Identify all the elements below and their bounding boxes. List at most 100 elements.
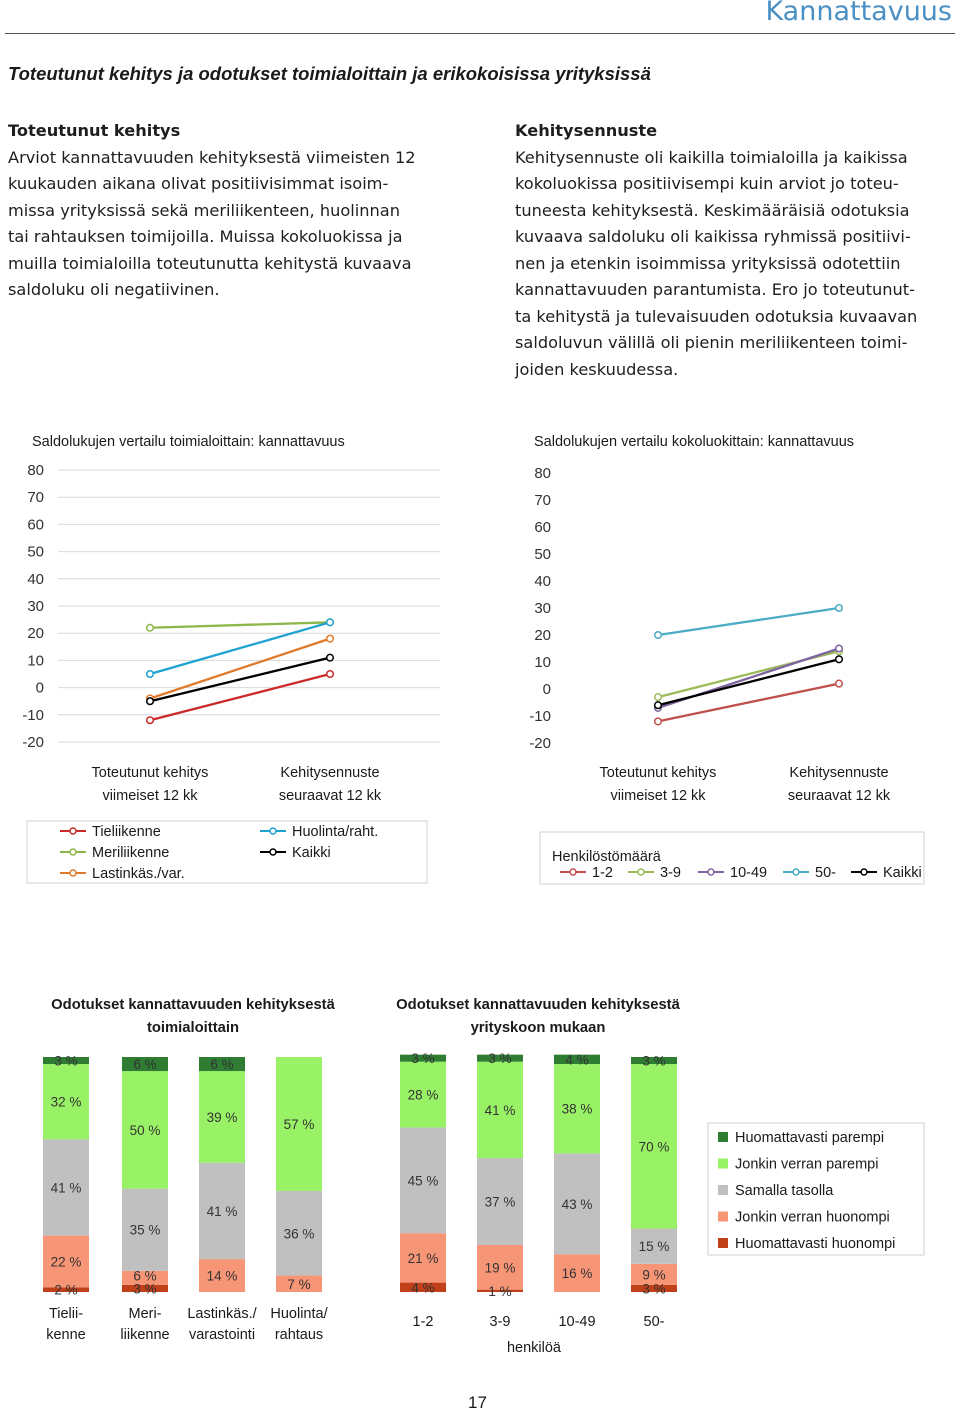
section-title: Kannattavuus	[765, 0, 952, 27]
left-text-column: Toteutunut kehitys Arviot kannattavuuden…	[8, 118, 458, 304]
data-label: 41 %	[485, 1103, 516, 1118]
legend-marker	[637, 868, 645, 876]
data-label: 3 %	[133, 1281, 156, 1296]
y-tick-label: 60	[27, 516, 44, 533]
data-point	[653, 630, 663, 640]
data-label: 70 %	[639, 1139, 670, 1154]
y-tick-label: 50	[534, 546, 551, 563]
data-label: 6 %	[133, 1057, 156, 1072]
bar-segment	[554, 1064, 600, 1154]
bar-segment	[122, 1057, 168, 1072]
y-tick-label: -20	[529, 735, 551, 752]
bar-segment	[122, 1071, 168, 1189]
data-label: 32 %	[51, 1095, 82, 1110]
y-tick-label: 40	[27, 571, 44, 588]
data-label: 6 %	[210, 1057, 233, 1072]
y-tick-label: 10	[27, 652, 44, 669]
right-text-line: Kehitysennuste oli kaikilla toimialoilla…	[515, 147, 908, 167]
bar-segment	[477, 1054, 523, 1062]
left-text-line: saldoluku oli negatiivinen.	[8, 280, 220, 299]
data-point	[653, 717, 663, 726]
right-text-line: tuneesta kehityksestä. Keskimääräisiä od…	[515, 200, 910, 220]
x-tick-label: rahtaus	[275, 1327, 323, 1343]
right-text-line: nen ja etenkin isoimmissa yrityksissä od…	[515, 253, 901, 273]
data-label: 41 %	[51, 1180, 82, 1195]
y-tick-label: 50	[27, 544, 44, 561]
data-point	[834, 644, 844, 653]
x-tick-label: Kehitysennuste	[789, 765, 888, 781]
bar-segment	[276, 1057, 322, 1191]
y-tick-label: 40	[534, 573, 551, 590]
left-text-line: missa yrityksissä sekä meriliikenteen, h…	[8, 200, 400, 220]
legend-label: Tieliikenne	[92, 824, 161, 840]
data-point	[145, 697, 155, 706]
legend-swatch	[718, 1132, 728, 1142]
x-tick-label: seuraavat 12 kk	[279, 788, 382, 804]
x-tick-label: viimeiset 12 kk	[610, 788, 706, 804]
series-line	[657, 606, 840, 637]
bar-segment	[631, 1057, 677, 1065]
data-point	[325, 653, 335, 662]
y-tick-label: 20	[27, 625, 44, 642]
data-label: 21 %	[408, 1251, 439, 1266]
legend-label: Meriliikenne	[92, 845, 169, 861]
x-tick-label: Toteutunut kehitys	[600, 765, 717, 781]
data-label: 35 %	[130, 1223, 161, 1238]
legend-swatch	[718, 1211, 728, 1222]
series-1-2	[653, 679, 844, 726]
bar-chart-size-classes: Odotukset kannattavuuden kehityksestä yri…	[396, 997, 925, 1356]
data-point	[325, 618, 335, 627]
bar-chart-industries: Odotukset kannattavuuden kehityksestä toi…	[43, 997, 336, 1343]
bar-segment	[122, 1270, 168, 1285]
bar-segment	[477, 1245, 523, 1290]
x-tick-label: liikenne	[120, 1327, 169, 1343]
legend-marker	[860, 868, 868, 876]
right-text-line: saldoluvun välillä oli pienin meriliiken…	[515, 333, 908, 352]
chart-title: toimialoittain	[147, 1020, 239, 1036]
chart-title: Odotukset kannattavuuden kehityksestä	[396, 997, 680, 1013]
x-tick-label: 10-49	[558, 1314, 595, 1330]
bar-segment	[199, 1071, 245, 1163]
legend-marker	[707, 868, 715, 876]
bar-segment	[631, 1228, 677, 1264]
bar-segment	[400, 1127, 446, 1234]
legend-label: Huomattavasti huonompi	[735, 1236, 895, 1252]
legend-marker	[269, 827, 277, 835]
legend-marker	[69, 848, 77, 856]
series-10-49	[653, 644, 844, 712]
y-tick-label: 70	[27, 489, 44, 506]
left-text-line: tai rahtauksen toimijoilla. Muissa kokol…	[8, 227, 403, 246]
bar-segment	[43, 1057, 89, 1065]
x-tick-label: 50-	[644, 1314, 665, 1330]
y-tick-label: 60	[534, 519, 551, 536]
data-label: 15 %	[639, 1239, 670, 1254]
x-axis-label: henkilöä	[507, 1340, 562, 1356]
legend-label: Jonkin verran parempi	[735, 1157, 878, 1173]
y-tick-label: 0	[36, 680, 44, 697]
legend-label: Jonkin verran huonompi	[735, 1210, 890, 1226]
series-50-	[653, 603, 844, 640]
legend-label: 10-49	[730, 865, 767, 881]
page-title: Toteutunut kehitys ja odotukset toimialo…	[8, 63, 651, 84]
data-point	[834, 603, 844, 613]
data-point	[834, 655, 844, 664]
line-chart-size-classes: Saldolukujen vertailu kokoluokittain: ka…	[529, 434, 925, 885]
x-tick-label: Huolinta/	[270, 1306, 328, 1322]
header-divider	[5, 33, 955, 34]
x-tick-label: Lastinkäs./	[187, 1306, 257, 1322]
legend-marker	[269, 848, 277, 856]
data-label: 22 %	[51, 1254, 82, 1269]
right-text-line: joiden keskuudessa.	[515, 359, 679, 379]
left-text-heading: Toteutunut kehitys	[8, 121, 181, 140]
data-label: 19 %	[485, 1260, 516, 1275]
legend-label: Huomattavasti parempi	[735, 1130, 884, 1146]
y-tick-label: 0	[543, 681, 551, 698]
bar-segment	[122, 1284, 168, 1292]
legend-label: 50-	[815, 865, 836, 881]
data-label: 57 %	[284, 1117, 315, 1132]
left-text-body: Arviot kannattavuuden kehityksestä viime…	[8, 145, 458, 304]
data-label: 3 %	[642, 1054, 665, 1069]
chart-title: Odotukset kannattavuuden kehityksestä	[51, 997, 335, 1013]
data-label: 39 %	[207, 1110, 238, 1125]
data-label: 43 %	[562, 1197, 593, 1212]
